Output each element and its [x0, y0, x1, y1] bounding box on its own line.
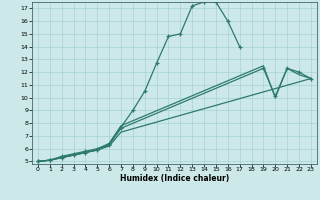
X-axis label: Humidex (Indice chaleur): Humidex (Indice chaleur) [120, 174, 229, 183]
